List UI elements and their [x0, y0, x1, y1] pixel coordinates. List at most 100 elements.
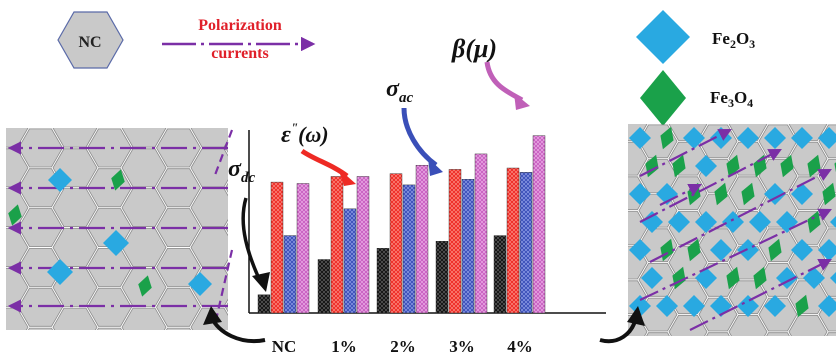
bar-epsilon-2 [389, 173, 403, 314]
hexagon-cell [121, 307, 167, 330]
bar-sigma-dc-2 [376, 248, 390, 314]
hexagon-cell [52, 128, 98, 148]
fe3o4-particle [741, 182, 755, 206]
fe3o4-particle [780, 154, 794, 178]
hexagon-cell [788, 141, 828, 176]
fe2o3-particle [641, 267, 663, 289]
hexagon-cell [18, 287, 63, 327]
hexagon-cell [728, 314, 768, 336]
fe2o3-particle [737, 295, 759, 317]
hexagon-cell [165, 327, 192, 330]
fe2o3-diamond-icon [636, 10, 690, 64]
fe3o4-particle [795, 294, 809, 318]
fe3o4-particle [768, 238, 782, 262]
bar-sigma-ac-0 [283, 235, 297, 314]
sigma-ac-arrow-icon [401, 107, 438, 168]
x-tick-label: NC [272, 337, 297, 356]
fe3o4-particle [8, 204, 22, 226]
nc-legend-label: NC [78, 34, 101, 51]
polarization-label-line2: currents [211, 45, 268, 62]
hexagon-grid [628, 124, 836, 336]
hexagon-cell [96, 327, 123, 330]
fe2o3-particle [737, 239, 759, 261]
fe2o3-particle [791, 239, 813, 261]
polarization-current-line [639, 128, 732, 177]
hexagon-grid [6, 109, 373, 358]
hexagon-cell [190, 228, 228, 268]
fe2o3-particle [683, 295, 705, 317]
hexagon-cell [52, 188, 98, 228]
fe2o3-particle [791, 127, 813, 149]
fe3o4-particle [672, 154, 686, 178]
fe2o3-particle [656, 295, 678, 317]
hexagon-cell [121, 228, 167, 268]
fe3o4-label: Fe3O4 [710, 88, 753, 110]
fe2o3-particle [737, 127, 759, 149]
hexagon-cell [628, 211, 648, 245]
fe3o4-particle [726, 154, 740, 178]
bar-sigma-ac-2 [402, 184, 416, 314]
nc-hexagon-icon [57, 11, 124, 69]
hexagon-cell [52, 307, 98, 330]
polarization-current-line [649, 168, 832, 263]
fe3o4-particle [807, 154, 821, 178]
hexagon-cell [260, 149, 304, 187]
bar-epsilon-4 [506, 167, 520, 314]
sigma-dc-arrow-icon [241, 197, 263, 284]
bar-sigma-ac-1 [343, 208, 357, 314]
hexagon-cell [190, 188, 228, 228]
polarization-current-line [639, 208, 832, 301]
fe2o3-particle [668, 211, 690, 233]
hexagon-cell [121, 128, 167, 148]
beta-label: β(μ) [451, 34, 497, 63]
fe3o4-particle [726, 266, 740, 290]
fe2o3-particle [791, 183, 813, 205]
hexagon-cell [27, 327, 54, 330]
fe2o3-particle [710, 239, 732, 261]
fe3o4-particle [822, 182, 836, 206]
fe2o3-particle [629, 239, 651, 261]
polarization-label-line1: Polarization [198, 17, 282, 34]
sigma-ac-arrowhead-icon [428, 158, 443, 176]
bar-epsilon-0 [270, 181, 284, 314]
sigma-ac-annotation: σac [386, 76, 443, 176]
legend-polarization: Polarization currents [162, 17, 316, 62]
sigma-dc-arrowhead-icon [252, 272, 270, 292]
sigma-dc-label: σdc [228, 156, 255, 186]
fe2o3-particle [695, 211, 717, 233]
hexagon-cell [329, 109, 373, 147]
bar-epsilon-3 [448, 169, 462, 314]
fe2o3-particle [629, 127, 651, 149]
polarization-current-line [213, 129, 234, 176]
fe2o3-particle [695, 155, 717, 177]
bar-sigma-ac-4 [519, 172, 533, 314]
fe2o3-particle [188, 272, 212, 296]
fe3o4-particle [714, 182, 728, 206]
hexagon-cell [121, 148, 167, 188]
bar-beta-4 [532, 135, 546, 314]
fe2o3-particle [764, 295, 786, 317]
epsilon-arrowhead-icon [338, 168, 356, 186]
hexagon-cell [766, 332, 790, 336]
nc-lattice-panel [6, 109, 373, 358]
hexagon-cell [226, 328, 270, 358]
hexagon-cell [788, 211, 828, 245]
bar-sigma-ac-3 [461, 179, 475, 314]
epsilon-annotation: ε"(ω) [281, 120, 356, 186]
hexagon-cell [646, 332, 670, 336]
bar-beta-0 [296, 183, 310, 314]
hexagon-cell [788, 314, 828, 336]
hexagon-cell [156, 287, 201, 327]
fe3o4-particle [111, 169, 125, 191]
bar-sigma-dc-1 [317, 259, 331, 314]
epsilon-label: ε"(ω) [281, 120, 329, 148]
fe2o3-particle [830, 272, 836, 284]
legend-fe2o3: Fe2O3 [636, 10, 755, 64]
beta-annotation: β(μ) [451, 34, 530, 110]
fe2o3-particle [749, 211, 771, 233]
fe3o4-particle [138, 275, 152, 297]
hexagon-cell [668, 314, 708, 336]
x-tick-label: 4% [507, 337, 533, 356]
x-tick-label: 3% [449, 337, 475, 356]
